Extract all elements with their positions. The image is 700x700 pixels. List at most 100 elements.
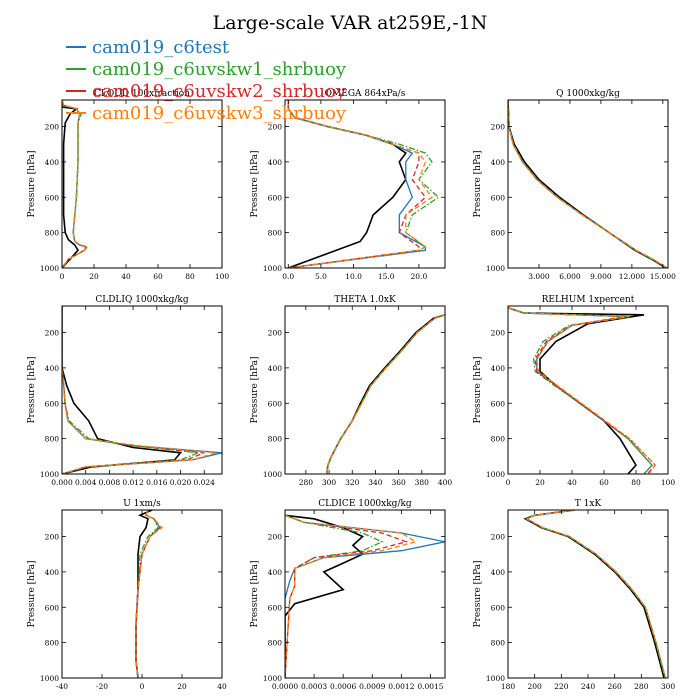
y-tick-label: 600 xyxy=(268,603,283,612)
legend-item-c6uvskw1: cam019_c6uvskw1_shrbuoy xyxy=(66,58,346,80)
x-tick-label: 400 xyxy=(438,478,453,487)
chart-panel-4: 0.000 0.004 0.008 0.012 0.016 0.020 0.024 200 40… xyxy=(27,295,223,487)
y-tick-label: 800 xyxy=(491,229,506,238)
x-tick-label: 0 xyxy=(506,478,511,487)
x-tick-label: 40 xyxy=(217,682,227,691)
x-tick-label: 80 xyxy=(185,272,195,281)
y-tick-label: 800 xyxy=(268,639,283,648)
y-tick-label: 800 xyxy=(45,435,60,444)
series-line-3 xyxy=(135,510,159,678)
x-tick-label: 340 xyxy=(368,478,383,487)
x-tick-label: -40 xyxy=(56,682,68,691)
chart-frame xyxy=(61,509,223,679)
chart-title: CLDICE 1000xkg/kg xyxy=(318,499,412,509)
chart-series-group xyxy=(523,510,666,678)
legend-item-c6test: cam019_c6test xyxy=(66,36,346,58)
chart-title: CLDLIQ 1000xkg/kg xyxy=(95,295,189,305)
chart-title: CLOUD 100xfraction xyxy=(94,89,190,99)
y-tick-label: 400 xyxy=(491,158,506,167)
x-tick-label: 20 xyxy=(89,272,99,281)
y-tick-label: 600 xyxy=(268,399,283,408)
series-line-3 xyxy=(508,307,653,474)
y-tick-label: 1000 xyxy=(486,674,505,683)
chart-series-group xyxy=(325,314,445,474)
chart-series-group xyxy=(508,100,668,268)
x-tick-label: 80 xyxy=(631,478,641,487)
chart-series-group xyxy=(62,100,89,268)
chart-series-group xyxy=(287,100,440,268)
legend: cam019_c6test cam019_c6uvskw1_shrbuoy ca… xyxy=(66,36,346,124)
x-tick-label: 280 xyxy=(299,478,314,487)
series-line-1 xyxy=(287,100,407,268)
x-tick-label: 15.0 xyxy=(378,272,395,281)
x-tick-label: 12.000 xyxy=(619,272,645,281)
y-tick-label: 200 xyxy=(45,329,60,338)
x-tick-label: 0.016 xyxy=(146,478,168,487)
series-line-1 xyxy=(508,307,645,474)
legend-swatch xyxy=(66,112,86,114)
chart-title: T 1xK xyxy=(575,499,602,509)
series-line-4 xyxy=(135,510,161,678)
series-line-1 xyxy=(523,510,665,678)
chart-frame xyxy=(507,99,669,269)
y-tick-label: 800 xyxy=(491,435,506,444)
x-tick-label: 0.020 xyxy=(170,478,192,487)
series-line-4 xyxy=(287,100,427,268)
chart-series-group xyxy=(285,514,445,678)
y-tick-label: 800 xyxy=(491,639,506,648)
y-tick-label: 600 xyxy=(491,193,506,202)
y-axis-label: Pressure [hPa] xyxy=(27,356,37,423)
x-tick-label: 0.008 xyxy=(99,478,121,487)
y-tick-label: 1000 xyxy=(40,674,59,683)
legend-label: cam019_c6uvskw1_shrbuoy xyxy=(92,58,347,80)
x-tick-label: 0.012 xyxy=(122,478,144,487)
chart-panel-1: 0 20 40 60 80 100 200 400 600 800 1000 Pressure [hP… xyxy=(27,89,229,281)
x-tick-label: 0.0015 xyxy=(417,682,443,691)
legend-item-c6uvskw2: cam019_c6uvskw2_shrbuoy xyxy=(66,80,346,102)
y-tick-label: 1000 xyxy=(263,470,282,479)
y-tick-label: 800 xyxy=(268,435,283,444)
chart-title: OMEGA 864xPa/s xyxy=(325,89,406,99)
series-line-3 xyxy=(62,100,89,268)
series-line-5 xyxy=(285,514,418,678)
x-tick-label: 10.0 xyxy=(345,272,362,281)
legend-swatch xyxy=(66,46,86,48)
x-tick-label: 60 xyxy=(599,478,609,487)
legend-swatch xyxy=(66,68,86,70)
series-line-5 xyxy=(525,510,666,678)
y-tick-label: 800 xyxy=(45,639,60,648)
x-tick-label: 9.000 xyxy=(590,272,612,281)
x-tick-label: 0.0006 xyxy=(330,682,356,691)
x-tick-label: 60 xyxy=(153,272,163,281)
y-tick-label: 200 xyxy=(491,329,506,338)
chart-series-group xyxy=(135,510,163,678)
y-axis-label: Pressure [hPa] xyxy=(27,560,37,627)
chart-frame xyxy=(284,305,446,475)
chart-series-group xyxy=(508,307,657,474)
chart-frame xyxy=(61,99,223,269)
x-tick-label: 20 xyxy=(177,682,187,691)
y-tick-label: 600 xyxy=(45,603,60,612)
series-line-4 xyxy=(62,306,205,474)
x-tick-label: 0.004 xyxy=(75,478,97,487)
x-tick-label: 180 xyxy=(501,682,516,691)
series-line-5 xyxy=(135,510,163,678)
series-line-5 xyxy=(326,314,445,474)
y-tick-label: 1000 xyxy=(40,470,59,479)
y-tick-label: 600 xyxy=(45,193,60,202)
legend-label: cam019_c6uvskw2_shrbuoy xyxy=(92,80,347,102)
x-tick-label: 20.0 xyxy=(411,272,428,281)
y-tick-label: 1000 xyxy=(486,264,505,273)
chart-frame xyxy=(284,509,446,679)
series-line-4 xyxy=(326,314,445,474)
series-line-3 xyxy=(287,100,440,268)
x-tick-label: 0.0 xyxy=(282,272,294,281)
series-line-5 xyxy=(62,100,89,268)
series-line-4 xyxy=(508,100,668,268)
y-tick-label: 400 xyxy=(491,568,506,577)
y-tick-label: 800 xyxy=(45,229,60,238)
y-tick-label: 1000 xyxy=(40,264,59,273)
chart-panel-6: 0 20 40 60 80 100 200 400 600 800 1000 Pressure [hP… xyxy=(473,295,675,487)
series-line-3 xyxy=(326,314,445,474)
